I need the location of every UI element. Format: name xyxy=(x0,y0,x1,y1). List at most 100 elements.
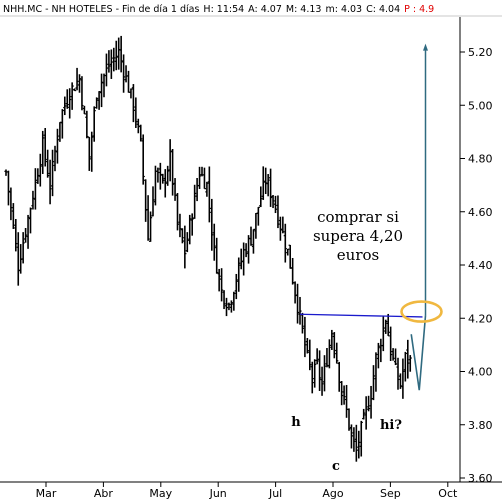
ohlc-bar xyxy=(371,365,376,401)
ohlc-bar xyxy=(332,332,336,359)
ohlc-bar xyxy=(367,395,371,412)
ohlc-bar xyxy=(48,159,52,205)
ohlc-bar xyxy=(298,296,302,325)
ohlc-bar xyxy=(77,74,82,93)
pattern-label-hi: hi? xyxy=(380,418,402,433)
ohlc-bar xyxy=(65,89,69,109)
y-tick-label: 5.20 xyxy=(468,46,493,59)
ohlc-bar xyxy=(26,214,30,249)
ohlc-bar xyxy=(102,73,106,98)
x-tick-label: Sep xyxy=(380,487,401,499)
ohlc-bar xyxy=(148,211,153,242)
ohlc-bar xyxy=(342,385,346,405)
ohlc-bar xyxy=(85,110,89,139)
ohlc-bar xyxy=(403,351,407,382)
ohlc-bar xyxy=(364,396,368,430)
ohlc-bar xyxy=(374,352,378,392)
ohlc-bar xyxy=(212,223,216,261)
ohlc-bar xyxy=(50,149,55,197)
ohlc-bar xyxy=(53,145,57,172)
ohlc-bar xyxy=(396,357,400,390)
header-low: m: 4.03 xyxy=(325,4,362,15)
ohlc-bar xyxy=(251,228,256,254)
ohlc-bar xyxy=(229,300,233,313)
arrow-head-icon xyxy=(423,43,428,51)
ohlc-bar xyxy=(340,381,344,406)
annotation-overlays xyxy=(299,43,443,391)
ohlc-bar xyxy=(114,40,118,71)
ohlc-bar xyxy=(335,342,339,364)
ohlc-bar xyxy=(92,106,96,142)
ohlc-bar xyxy=(193,184,197,219)
ohlc-bar xyxy=(239,248,243,270)
x-tick-label: Jun xyxy=(209,487,227,499)
ohlc-bar xyxy=(139,124,143,142)
ohlc-bar xyxy=(63,96,67,116)
resistance-line xyxy=(299,313,423,318)
ohlc-bar xyxy=(359,420,363,457)
header-name: NH HOTELES xyxy=(52,4,113,15)
x-tick-label: Ago xyxy=(322,487,344,499)
ohlc-bar xyxy=(362,408,366,420)
ohlc-bar xyxy=(163,169,167,198)
ohlc-bar xyxy=(38,153,42,187)
ohlc-bar xyxy=(325,348,329,368)
ohlc-bar xyxy=(60,109,64,139)
ohlc-bar xyxy=(73,88,77,92)
ohlc-bar xyxy=(41,130,45,174)
ohlc-bar xyxy=(126,70,131,93)
ohlc-bar xyxy=(107,50,111,73)
ohlc-bar xyxy=(320,366,324,396)
ohlc-bar xyxy=(337,361,341,392)
ohlc-bar xyxy=(129,88,133,99)
ohlc-bar xyxy=(278,216,282,241)
ohlc-bar xyxy=(401,358,405,399)
x-tick-label: May xyxy=(149,487,172,499)
buy-note-line-3: euros xyxy=(337,246,379,264)
ohlc-bar xyxy=(261,166,265,200)
ohlc-bar xyxy=(205,181,209,197)
header-mid: M: 4.13 xyxy=(286,4,322,15)
ohlc-bar xyxy=(21,232,25,264)
header-line: NHH.MC - NH HOTELES - Fin de día 1 días H… xyxy=(3,4,434,15)
ohlc-bar xyxy=(376,342,380,369)
ohlc-bar xyxy=(276,195,280,229)
ohlc-bar xyxy=(352,427,356,452)
ohlc-bar xyxy=(357,430,361,459)
ohlc-bar xyxy=(381,315,385,352)
ohlc-bar xyxy=(124,65,128,83)
ohlc-bar xyxy=(173,178,177,201)
ohlc-bar xyxy=(109,49,113,79)
ohlc-bar xyxy=(313,359,317,388)
ohlc-bar xyxy=(28,207,33,234)
ohlc-bar xyxy=(379,338,383,363)
ohlc-bar xyxy=(234,273,238,300)
ohlc-bar xyxy=(188,214,192,245)
ohlc-bar xyxy=(68,88,72,119)
ohlc-bar xyxy=(227,302,231,311)
ohlc-bar xyxy=(224,297,229,317)
ohlc-bar xyxy=(168,139,172,182)
ohlc-bar xyxy=(310,361,314,394)
ohlc-bar xyxy=(330,329,334,351)
ohlc-bar xyxy=(156,167,160,183)
header-high: H: 11:54 xyxy=(203,4,244,15)
ohlc-bar xyxy=(347,408,351,431)
ohlc-bar xyxy=(283,223,287,263)
ohlc-bar xyxy=(222,290,226,310)
ohlc-bar xyxy=(119,35,123,73)
ohlc-bar xyxy=(190,213,194,236)
ohlc-bar xyxy=(146,195,150,241)
ohlc-bar xyxy=(183,225,187,269)
header-separator: - xyxy=(113,4,122,15)
header-background xyxy=(0,0,502,16)
ohlc-bar xyxy=(354,424,358,462)
ohlc-bar xyxy=(104,53,109,87)
ohlc-bar xyxy=(398,373,403,389)
ohlc-bar xyxy=(269,168,273,207)
ohlc-bar xyxy=(344,384,349,418)
ohlc-bar xyxy=(389,326,393,362)
ohlc-bar xyxy=(293,281,297,304)
ohlc-bar xyxy=(171,148,175,196)
